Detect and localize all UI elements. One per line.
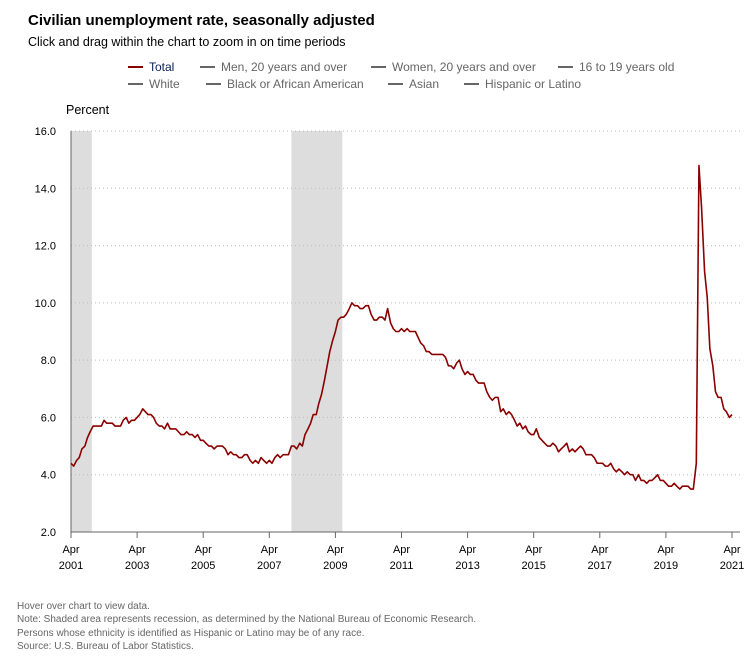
legend-swatch-icon bbox=[558, 66, 573, 68]
chart-notes: Hover over chart to view data. Note: Sha… bbox=[17, 600, 476, 653]
axes bbox=[70, 131, 740, 538]
x-tick-year: 2013 bbox=[455, 560, 479, 572]
x-tick-year: 2019 bbox=[654, 560, 678, 572]
legend-item-total[interactable]: Total bbox=[128, 60, 174, 74]
note-hispanic: Persons whose ethnicity is identified as… bbox=[17, 627, 365, 639]
x-tick-month: Apr bbox=[657, 544, 674, 556]
x-tick-year: 2011 bbox=[390, 560, 414, 572]
x-tick-year: 2021 bbox=[720, 560, 744, 572]
y-tick-label: 10.0 bbox=[35, 298, 56, 310]
recession-shading bbox=[71, 131, 343, 532]
x-tick-year: 2007 bbox=[257, 560, 281, 572]
y-tick-label: 2.0 bbox=[41, 527, 56, 539]
legend-label: Men, 20 years and over bbox=[221, 60, 348, 74]
legend-item-women[interactable]: Women, 20 years and over bbox=[371, 60, 536, 74]
x-tick-month: Apr bbox=[459, 544, 476, 556]
y-tick-label: 14.0 bbox=[35, 183, 56, 195]
x-tick-month: Apr bbox=[393, 544, 410, 556]
y-tick-label: 6.0 bbox=[41, 412, 56, 424]
legend-swatch-icon bbox=[128, 83, 143, 85]
legend-item-asian[interactable]: Asian bbox=[388, 77, 439, 91]
legend-label: Black or African American bbox=[227, 77, 364, 91]
legend-row-2: White Black or African American Asian Hi… bbox=[28, 77, 748, 93]
legend-swatch-icon bbox=[388, 83, 403, 85]
y-tick-label: 4.0 bbox=[41, 470, 56, 482]
x-tick-year: 2009 bbox=[323, 560, 347, 572]
x-tick-year: 2003 bbox=[125, 560, 149, 572]
y-tick-label: 16.0 bbox=[35, 126, 56, 138]
x-tick-month: Apr bbox=[327, 544, 344, 556]
legend-label: White bbox=[149, 77, 180, 91]
chart-subtitle: Click and drag within the chart to zoom … bbox=[28, 35, 346, 49]
x-tick-month: Apr bbox=[525, 544, 542, 556]
gridlines bbox=[71, 130, 740, 476]
legend-item-hispanic[interactable]: Hispanic or Latino bbox=[464, 77, 581, 91]
note-recession: Note: Shaded area represents recession, … bbox=[17, 614, 477, 626]
legend-label: 16 to 19 years old bbox=[579, 60, 675, 74]
legend-swatch-icon bbox=[464, 83, 479, 85]
legend-swatch-icon bbox=[200, 66, 215, 68]
x-tick-month: Apr bbox=[261, 544, 278, 556]
x-tick-month: Apr bbox=[195, 544, 212, 556]
chart-title: Civilian unemployment rate, seasonally a… bbox=[28, 12, 375, 29]
legend-swatch-icon bbox=[371, 66, 386, 68]
series-line-total bbox=[70, 164, 733, 490]
recession-band bbox=[71, 131, 92, 532]
legend-label: Total bbox=[149, 60, 175, 74]
y-tick-labels: 2.0 4.0 6.0 8.0 10.0 12.0 14.0 16.0 bbox=[35, 126, 56, 539]
line-chart[interactable]: 2.0 4.0 6.0 8.0 10.0 12.0 14.0 16.0 Apr 2001 Apr 2… bbox=[0, 118, 756, 580]
x-tick-month: Apr bbox=[723, 544, 740, 556]
legend-item-men[interactable]: Men, 20 years and over bbox=[200, 60, 347, 74]
x-tick-year: 2005 bbox=[191, 560, 215, 572]
legend-swatch-icon bbox=[206, 83, 221, 85]
legend-swatch-icon bbox=[128, 66, 143, 68]
x-tick-month: Apr bbox=[591, 544, 608, 556]
legend-label: Women, 20 years and over bbox=[392, 60, 536, 74]
x-tick-year: 2001 bbox=[59, 560, 83, 572]
x-tick-month: Apr bbox=[62, 544, 79, 556]
y-axis-label: Percent bbox=[66, 103, 110, 117]
y-tick-label: 8.0 bbox=[41, 355, 56, 367]
x-tick-year: 2015 bbox=[521, 560, 545, 572]
legend-row-1: Total Men, 20 years and over Women, 20 y… bbox=[28, 60, 748, 76]
x-tick-labels: Apr 2001 Apr 2003 Apr 2005 Apr 2007 Apr 2009 Apr 20… bbox=[59, 544, 744, 572]
legend-label: Hispanic or Latino bbox=[485, 77, 582, 91]
legend-item-teens[interactable]: 16 to 19 years old bbox=[558, 60, 674, 74]
legend-item-black[interactable]: Black or African American bbox=[206, 77, 364, 91]
note-source: Source: U.S. Bureau of Labor Statistics. bbox=[17, 640, 194, 652]
recession-band bbox=[291, 131, 343, 532]
legend-item-white[interactable]: White bbox=[128, 77, 180, 91]
y-tick-label: 12.0 bbox=[35, 241, 56, 253]
x-tick-month: Apr bbox=[129, 544, 146, 556]
legend-label: Asian bbox=[409, 77, 440, 91]
series-lines bbox=[70, 164, 733, 490]
note-hover: Hover over chart to view data. bbox=[17, 601, 150, 612]
x-tick-year: 2017 bbox=[588, 560, 612, 572]
